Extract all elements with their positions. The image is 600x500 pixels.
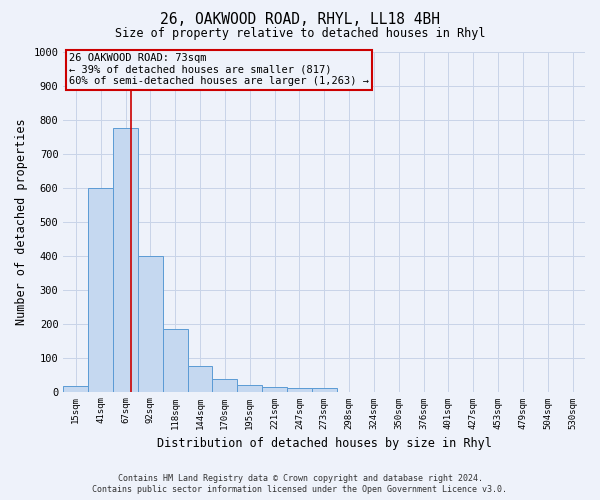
Bar xyxy=(88,188,113,392)
Bar xyxy=(212,378,237,392)
Bar xyxy=(64,386,88,392)
Bar xyxy=(312,388,337,392)
Bar xyxy=(237,386,262,392)
Bar xyxy=(113,128,138,392)
Bar xyxy=(287,388,312,392)
Bar xyxy=(188,366,212,392)
Y-axis label: Number of detached properties: Number of detached properties xyxy=(15,118,28,325)
Bar xyxy=(138,256,163,392)
Text: 26 OAKWOOD ROAD: 73sqm
← 39% of detached houses are smaller (817)
60% of semi-de: 26 OAKWOOD ROAD: 73sqm ← 39% of detached… xyxy=(68,53,368,86)
Bar xyxy=(163,328,188,392)
Text: Size of property relative to detached houses in Rhyl: Size of property relative to detached ho… xyxy=(115,28,485,40)
Bar xyxy=(262,388,287,392)
Text: 26, OAKWOOD ROAD, RHYL, LL18 4BH: 26, OAKWOOD ROAD, RHYL, LL18 4BH xyxy=(160,12,440,28)
Text: Contains HM Land Registry data © Crown copyright and database right 2024.
Contai: Contains HM Land Registry data © Crown c… xyxy=(92,474,508,494)
X-axis label: Distribution of detached houses by size in Rhyl: Distribution of detached houses by size … xyxy=(157,437,491,450)
